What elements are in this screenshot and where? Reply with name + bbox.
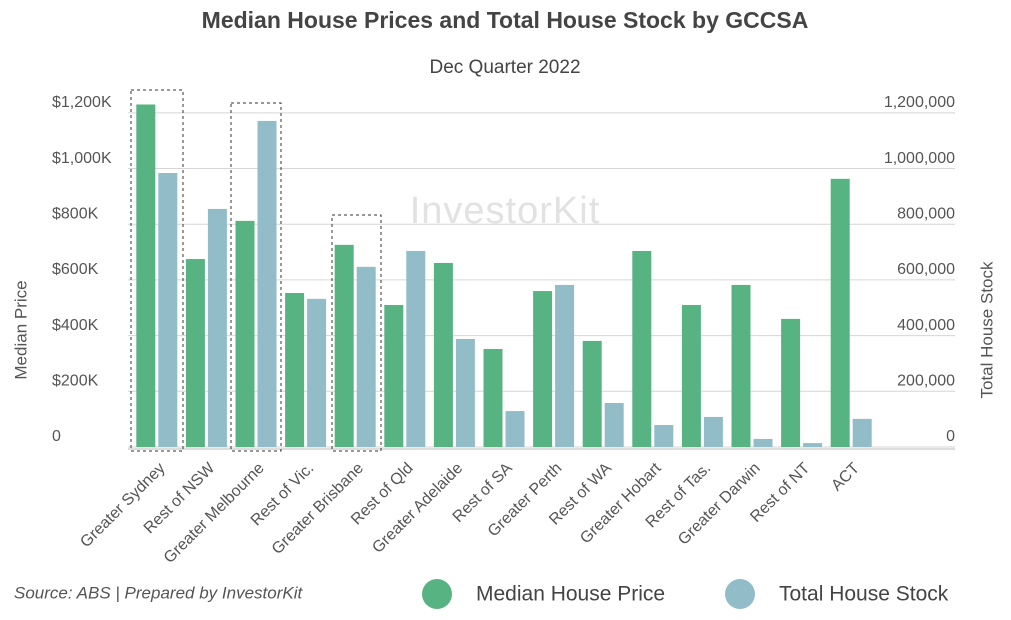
bar [731, 284, 751, 447]
bar [207, 208, 227, 447]
watermark: InvestorKit [410, 190, 601, 232]
bar [433, 262, 453, 447]
bar [803, 443, 823, 447]
highlight-box [130, 89, 184, 452]
y-tick-label: $800K [52, 205, 99, 222]
legend-label: Median House Price [476, 583, 665, 606]
bar [703, 416, 723, 447]
bar [505, 411, 525, 447]
bar [604, 403, 624, 447]
y2-axis-title: Total House Stock [977, 261, 996, 399]
y-tick-label: $1,200K [52, 94, 112, 111]
bar [555, 284, 575, 447]
bar [136, 104, 156, 447]
bar [483, 348, 503, 447]
bar [185, 259, 205, 447]
highlight-box [331, 214, 382, 452]
legend-label: Total House Stock [779, 583, 949, 606]
y2-tick-label: 800,000 [897, 205, 955, 222]
x-tick-label: Greater Sydney [77, 460, 168, 551]
y-tick-label: $600K [52, 261, 99, 278]
bar [257, 120, 277, 447]
bar [632, 250, 652, 447]
x-tick-label: Greater Brisbane [269, 460, 367, 558]
bar [334, 244, 354, 447]
y2-tick-label: 400,000 [897, 317, 955, 334]
bar [158, 172, 178, 448]
bar [356, 266, 376, 447]
x-tick-label: Greater Adelaide [369, 460, 466, 557]
bar [455, 338, 475, 447]
y-tick-label: $1,000K [52, 150, 112, 167]
y-tick-label: 0 [52, 428, 61, 445]
chart-subtitle: Dec Quarter 2022 [429, 57, 580, 78]
y2-tick-label: 600,000 [897, 261, 955, 278]
chart-title: Median House Prices and Total House Stoc… [202, 7, 809, 33]
bar [654, 425, 674, 447]
bar [406, 250, 426, 447]
y2-tick-label: 1,000,000 [884, 150, 955, 167]
bar [307, 298, 327, 447]
legend-swatch [725, 579, 755, 609]
bar [384, 304, 404, 447]
y-tick-label: $400K [52, 317, 99, 334]
bar [235, 220, 255, 447]
plot-area: 0 $200K $400K $600K $800K $1,000K $1,200K 0 200,… [52, 94, 955, 567]
bar [681, 304, 701, 447]
bar [533, 291, 553, 447]
y2-tick-label: 200,000 [897, 373, 955, 390]
bar [753, 438, 773, 447]
y2-tick-label: 0 [946, 428, 955, 445]
bar [582, 340, 602, 447]
bar [285, 293, 305, 447]
bar [830, 178, 850, 447]
bar [781, 318, 801, 447]
source-note: Source: ABS | Prepared by InvestorKit [14, 583, 303, 602]
y-tick-label: $200K [52, 373, 99, 390]
legend-swatch [422, 579, 452, 609]
bar [852, 418, 872, 447]
highlight-box [230, 102, 282, 452]
y-axis-title: Median Price [11, 280, 30, 379]
x-tick-label: ACT [828, 460, 863, 495]
y2-tick-label: 1,200,000 [884, 94, 955, 111]
